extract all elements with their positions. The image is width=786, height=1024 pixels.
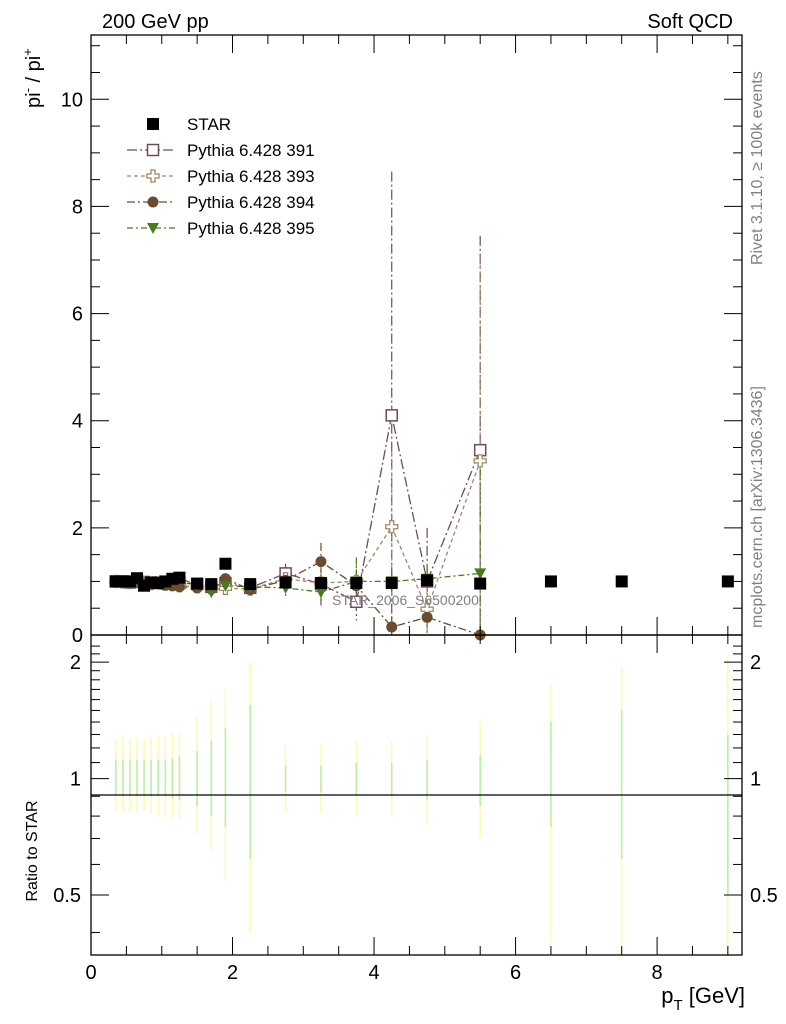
legend-marker-pythia-6-428-391 [146, 143, 160, 157]
point-star [544, 575, 557, 588]
ratio-ytick-label-right: 2 [750, 652, 761, 674]
legend-label-pythia-6-428-391: Pythia 6.428 391 [187, 141, 315, 160]
main-panel: STAR_2006_S6500200 0 2 4 6 8 10 pi- / pi+ STA… [20, 34, 743, 647]
ratio-ytick-label: 2 [70, 652, 81, 674]
main-ytick-labels: 0 2 4 6 8 10 [61, 89, 83, 647]
main-ylabel: pi- / pi+ [20, 48, 45, 108]
point-pythia-6-428-394 [315, 556, 327, 568]
point-pythia-6-428-391 [473, 443, 487, 457]
point-star [721, 575, 734, 588]
point-pythia-6-428-393 [473, 454, 487, 468]
ratio-ytick-label-right: 0.5 [750, 885, 778, 907]
ratio-ytick-labels: 0.5 0.5 1 1 2 2 [53, 652, 778, 907]
ratio-frame [90, 634, 743, 956]
point-star [205, 578, 218, 591]
ratio-ytick-label-right: 1 [750, 769, 761, 791]
main-ytick-label: 0 [72, 625, 83, 647]
xlabel-base: p [661, 983, 673, 1008]
point-pythia-6-428-391 [385, 409, 398, 422]
point-pythia-6-428-395 [219, 580, 232, 592]
rivet-version-label: Rivet 3.1.10, ≥ 100k events [749, 71, 766, 265]
point-star [314, 577, 327, 590]
x-tick-label: 6 [510, 962, 521, 984]
x-tick-label: 8 [652, 962, 663, 984]
main-ytick-label: 2 [72, 518, 83, 540]
ratio-bands [114, 653, 729, 955]
legend-label-pythia-6-428-393: Pythia 6.428 393 [187, 167, 315, 186]
legend-label-pythia-6-428-395: Pythia 6.428 395 [187, 219, 315, 238]
point-pythia-6-428-391 [350, 595, 363, 609]
xlabel-unit: [GeV] [683, 983, 745, 1008]
ratio-panel: 0.5 0.5 1 1 2 2 0 2 4 6 8 Ratio to STAR pT [GeV] [24, 634, 778, 1014]
xlabel-sub: T [673, 997, 682, 1014]
mcplots-label: mcplots.cern.ch [arXiv:1306.3436] [749, 386, 766, 628]
ylabel-sup-minus: - [20, 88, 35, 92]
point-star [219, 557, 232, 570]
main-ytick-label: 8 [72, 196, 83, 218]
point-pythia-6-428-394 [421, 611, 433, 623]
main-ytick-label: 6 [72, 304, 83, 326]
main-markers [109, 409, 734, 641]
main-ytick-label: 10 [61, 89, 83, 111]
point-pythia-6-428-395 [314, 587, 327, 599]
point-star [173, 571, 186, 584]
point-star [421, 574, 434, 587]
header-right: Soft QCD [647, 11, 733, 33]
point-pythia-6-428-395 [474, 568, 487, 580]
point-star [474, 577, 487, 590]
legend-marker-star [147, 118, 159, 130]
main-error-bars [115, 171, 481, 635]
point-star [385, 577, 398, 590]
ratio-ylabel: Ratio to STAR [24, 800, 41, 901]
legend: STAR Pythia 6.428 391 Pythia 6.428 393 Pyth… [127, 115, 315, 238]
legend-label-star: STAR [187, 115, 231, 134]
x-tick-label: 0 [85, 962, 96, 984]
header-left: 200 GeV pp [102, 11, 209, 33]
legend-label-pythia-6-428-394: Pythia 6.428 394 [187, 193, 315, 212]
legend-marker-pythia-6-428-394 [147, 196, 159, 208]
ratio-ytick-label: 0.5 [53, 885, 81, 907]
x-tick-labels: 0 2 4 6 8 [85, 962, 662, 984]
x-tick-label: 2 [227, 962, 238, 984]
legend-marker-pythia-6-428-393 [146, 169, 160, 183]
x-axis-label: pT [GeV] [661, 983, 745, 1014]
ylabel-base: pi [23, 92, 45, 108]
point-star [350, 577, 363, 590]
ylabel-sup-plus: + [20, 48, 35, 56]
ylabel-separator: / pi [23, 56, 45, 88]
ratio-ticks [90, 635, 742, 955]
main-ticks [90, 35, 742, 636]
point-star [615, 575, 628, 588]
x-tick-label: 4 [368, 962, 379, 984]
ratio-ytick-label: 1 [70, 769, 81, 791]
point-pythia-6-428-393 [385, 520, 399, 534]
main-ytick-label: 4 [72, 411, 83, 433]
point-star [279, 576, 292, 589]
legend-marker-pythia-6-428-395 [147, 223, 159, 234]
analysis-watermark: STAR_2006_S6500200 [332, 592, 479, 608]
point-pythia-6-428-394 [386, 621, 398, 633]
point-star [244, 578, 257, 591]
point-star [191, 577, 204, 590]
